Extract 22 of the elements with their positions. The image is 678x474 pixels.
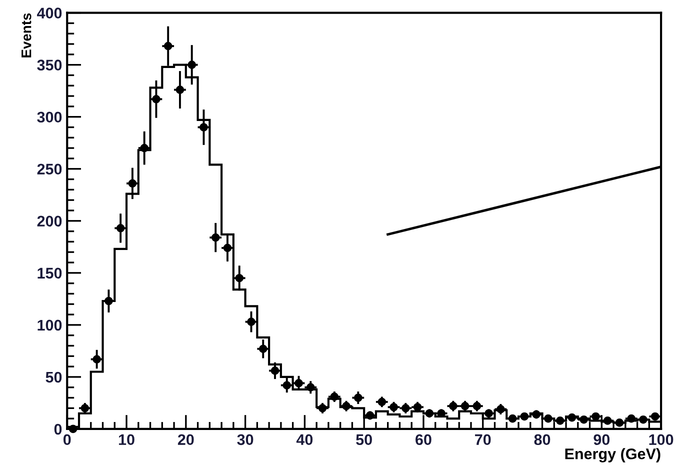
x-axis-title: Energy (GeV) — [565, 448, 660, 462]
y-tick-label: 150 — [38, 268, 62, 279]
x-tick-label: 0 — [63, 434, 71, 446]
x-tick-label: 10 — [118, 434, 134, 446]
x-tick-label: 40 — [296, 434, 313, 446]
x-tick-label: 100 — [649, 434, 674, 446]
y-tick-label: 400 — [37, 8, 62, 18]
y-tick-label: 100 — [38, 320, 62, 331]
y-tick-label: 50 — [46, 372, 62, 383]
y-tick-label: 300 — [37, 112, 62, 123]
y-tick-label: 350 — [37, 60, 62, 71]
x-tick-label: 70 — [475, 434, 491, 446]
y-tick-label: 200 — [37, 216, 62, 227]
x-tick-label: 30 — [237, 434, 254, 446]
y-tick-label: 250 — [37, 164, 62, 175]
x-tick-label: 90 — [594, 434, 610, 446]
x-tick-label: 60 — [416, 434, 432, 446]
y-tick-label: 0 — [54, 424, 62, 435]
x-tick-label: 80 — [534, 434, 550, 446]
x-tick-label: 50 — [356, 434, 372, 446]
y-axis-title: Events — [22, 13, 32, 58]
x-tick-label: 20 — [178, 434, 194, 446]
